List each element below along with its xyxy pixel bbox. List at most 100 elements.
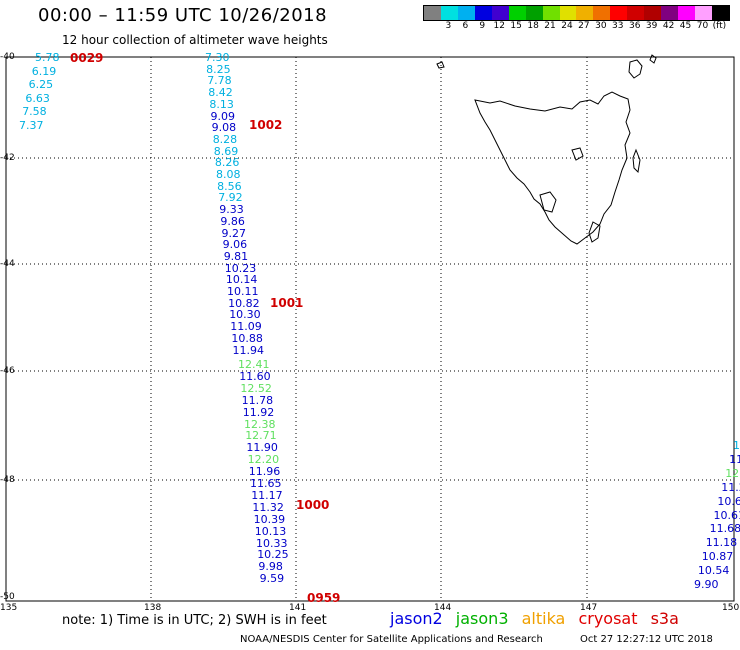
color-scale-label: 36 <box>628 21 641 31</box>
wave-height-value: 8.28 <box>212 132 238 146</box>
pass-time-label: 1000 <box>296 498 330 512</box>
color-swatch <box>661 6 679 20</box>
legend-jason3: jason3 <box>455 609 509 628</box>
wave-height-value: 9.27 <box>221 226 247 240</box>
graticule <box>6 57 734 601</box>
wave-height-value: 9.59 <box>259 572 285 586</box>
lat-label: -50 <box>0 592 15 602</box>
legend-cryosat: cryosat <box>578 609 638 628</box>
tasmania-coastline <box>474 91 631 245</box>
lake-outline <box>539 147 584 213</box>
color-scale-label: 45 <box>679 21 692 31</box>
wave-height-value: 11.60 <box>239 369 271 383</box>
color-swatch <box>542 6 560 20</box>
wave-height-value: 8.69 <box>213 144 239 158</box>
wave-height-value: 11.94 <box>232 343 265 357</box>
color-swatch <box>440 6 458 20</box>
wave-height-value: 10.82 <box>228 296 260 310</box>
wave-height-value: 12.20 <box>247 453 280 467</box>
pass-time-label: 1001 <box>270 296 304 310</box>
color-scale-label: 30 <box>595 21 607 31</box>
wave-height-value: 10.87 <box>701 550 734 564</box>
color-swatch <box>457 6 475 20</box>
wave-height-value: 10.39 <box>253 512 286 526</box>
lat-label: -46 <box>0 366 15 376</box>
wave-height-value: 11.17 <box>251 488 283 502</box>
wave-height-value: 10.61 <box>713 508 740 522</box>
color-scale-label: 39 <box>645 21 658 31</box>
wave-height-value: 9.90 <box>694 578 719 591</box>
wave-height-value: 11.65 <box>250 477 282 490</box>
wave-height-value: 10.30 <box>229 308 261 322</box>
color-swatch <box>508 6 526 20</box>
wave-height-value: 10.88 <box>231 331 263 345</box>
lon-label: 150 <box>722 603 740 613</box>
color-scale-labels: 3 6 9 12 15 18 21 24 27 30 33 36 39 42 45 70 (ft) <box>423 21 728 31</box>
wave-height-value: 8.08 <box>216 168 241 181</box>
color-swatch <box>559 6 577 20</box>
map-frame <box>5 56 735 602</box>
satellite-legend: jason2 jason3 altika cryosat s3a <box>390 609 687 628</box>
color-scale-label: 9 <box>479 21 486 31</box>
wave-height-value: 10.23 <box>224 261 257 275</box>
color-scale-label: 12 <box>493 21 505 31</box>
wave-height-value: 12.41 <box>238 358 270 371</box>
color-swatch <box>711 6 729 20</box>
wave-height-value: 11.68 <box>709 522 740 536</box>
pass-time-label: 1002 <box>249 118 283 132</box>
generated-timestamp: Oct 27 12:27:12 UTC 2018 <box>580 634 713 645</box>
wave-height-value: 8.26 <box>214 156 240 170</box>
wave-height-value: 11.92 <box>242 405 275 419</box>
color-scale-label: 42 <box>662 21 675 31</box>
wave-height-value: 12.52 <box>240 381 272 395</box>
wave-height-value: 11.32 <box>252 500 284 514</box>
color-swatch <box>491 6 509 20</box>
pass-time-label: 0029 <box>70 51 104 65</box>
wave-height-value: 9.33 <box>219 203 244 217</box>
wave-height-value: 12.38 <box>244 417 276 431</box>
wave-height-value: 7.78 <box>207 74 232 88</box>
wave-height-value: 11.09 <box>230 320 262 334</box>
credit-line: NOAA/NESDIS Center for Satellite Applica… <box>240 634 543 645</box>
color-swatch <box>695 6 712 20</box>
wave-height-value: 10.11 <box>227 285 259 298</box>
color-scale-label: 18 <box>527 21 539 31</box>
color-swatch <box>610 6 628 20</box>
lon-label: 135 <box>0 603 18 613</box>
wave-height-value: 1 <box>733 439 740 452</box>
color-scale-label: 27 <box>578 21 590 31</box>
wave-height-value: 7.30 <box>205 51 230 64</box>
wave-height-value: 10.13 <box>254 524 287 538</box>
maria-island-coastline <box>632 148 641 174</box>
color-scale-label: 70 <box>696 21 709 31</box>
wave-height-value: 8.25 <box>206 62 231 76</box>
wave-height-value: 10.14 <box>225 273 258 287</box>
wave-height-value: 8.42 <box>208 86 233 100</box>
legend-altika: altika <box>521 609 566 628</box>
wave-height-value: 11.2 <box>721 480 740 494</box>
wave-height-value: 7.58 <box>22 105 47 118</box>
wave-height-value: 6.63 <box>25 91 50 105</box>
lat-label: -42 <box>0 153 15 163</box>
wave-height-value: 6.25 <box>28 78 54 91</box>
legend-jason2: jason2 <box>390 609 443 628</box>
color-scale-label: 33 <box>612 21 624 31</box>
wave-height-value: 11 <box>729 452 740 466</box>
wave-height-value: 9.81 <box>223 249 249 263</box>
wave-height-value: 9.08 <box>211 121 237 135</box>
footnote: note: 1) Time is in UTC; 2) SWH is in fe… <box>62 613 327 628</box>
chart-title: 00:00 – 11:59 UTC 10/26/2018 <box>38 5 328 26</box>
wave-height-value: 8.56 <box>217 179 242 193</box>
wave-height-value: 9.06 <box>222 238 248 252</box>
lon-label: 141 <box>289 603 307 613</box>
wave-height-value: 11.90 <box>246 441 278 455</box>
wave-height-value: 10.33 <box>256 536 288 550</box>
wave-height-value: 9.86 <box>220 214 245 228</box>
color-swatch <box>424 6 441 20</box>
wave-height-value: 11.18 <box>705 536 738 550</box>
color-swatch <box>525 6 543 20</box>
wave-height-value: 11.78 <box>241 393 274 407</box>
lon-label: 144 <box>434 603 452 613</box>
wave-height-value: 7.37 <box>19 118 44 132</box>
color-swatch <box>576 6 594 20</box>
